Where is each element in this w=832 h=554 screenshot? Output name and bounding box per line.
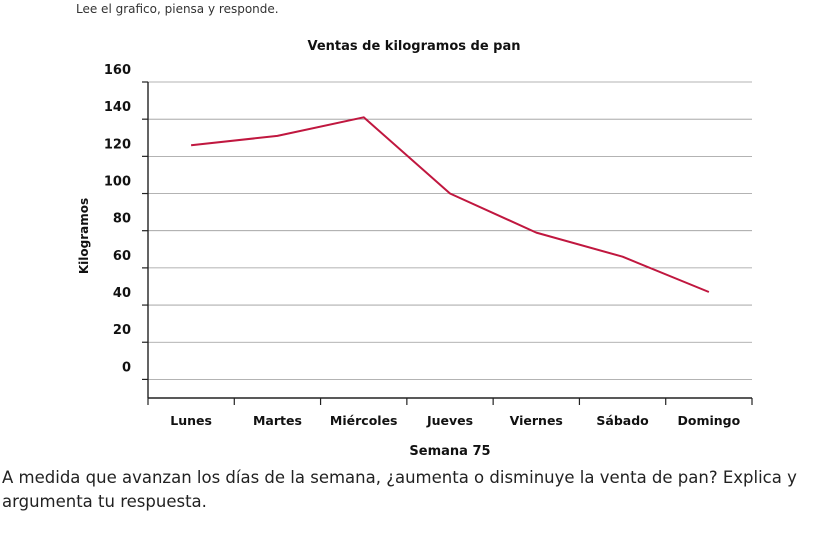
y-tick-label: 0 [122,360,131,375]
y-axis-label: Kilogramos [77,198,91,274]
chart-title: Ventas de kilogramos de pan [307,39,520,54]
series-line [190,116,710,293]
y-tick-label: 40 [113,286,131,301]
y-axis-ticks: 0 20 40 60 80 100 120 140 160 [104,63,148,381]
question-text: A medida que avanzan los días de la sema… [2,468,797,511]
x-tick-label: Sábado [596,413,649,428]
y-tick-label: 80 [113,212,131,227]
x-tick-label: Miércoles [330,413,398,428]
grid-lines [148,81,752,380]
x-tick-label: Lunes [170,413,212,428]
x-tick-label: Martes [253,413,302,428]
x-axis-ticks: Lunes Martes Miércoles Jueves Viernes Sábado D… [147,398,753,428]
x-tick-label: Viernes [510,413,563,428]
x-tick-label: Jueves [426,413,473,428]
instruction-text: Lee el grafico, piensa y responde. [76,2,279,16]
x-axis-label: Semana 75 [409,444,490,459]
line-chart: Ventas de kilogramos de pan 0 20 40 60 80 100… [77,39,753,459]
y-tick-label: 60 [113,249,131,264]
y-tick-label: 120 [104,137,131,152]
y-tick-label: 160 [104,63,131,78]
y-tick-label: 140 [104,100,131,115]
y-tick-label: 20 [113,323,131,338]
x-tick-label: Domingo [677,413,740,428]
y-tick-label: 100 [104,175,131,190]
